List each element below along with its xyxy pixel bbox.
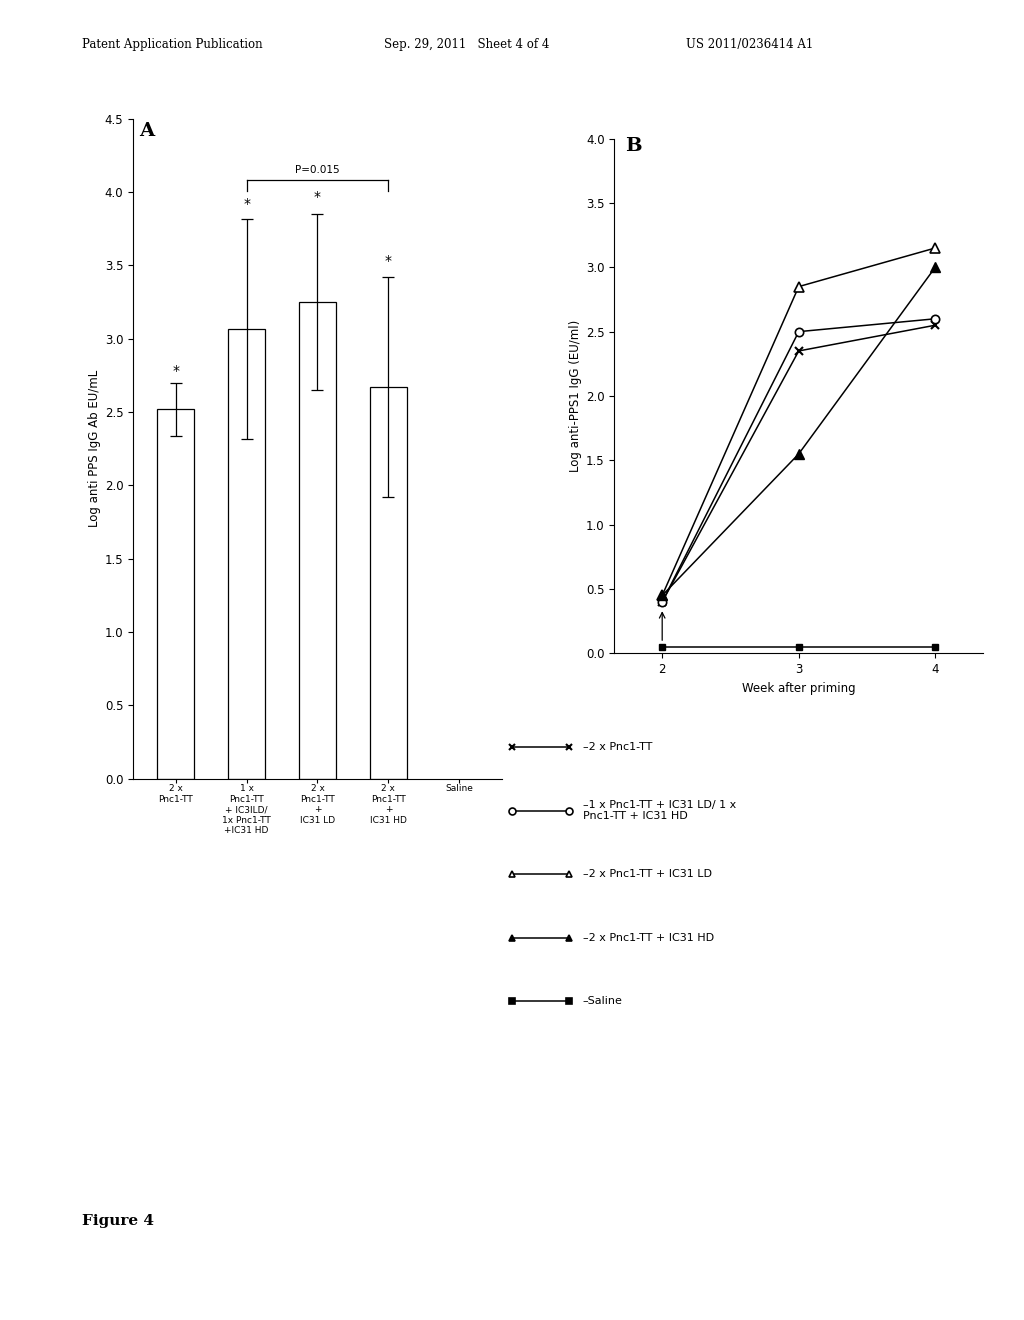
Bar: [299, 302, 336, 779]
Text: –2 x Pnc1-TT + IC31 HD: –2 x Pnc1-TT + IC31 HD: [583, 933, 714, 942]
Text: US 2011/0236414 A1: US 2011/0236414 A1: [686, 38, 813, 51]
Text: *: *: [243, 197, 250, 211]
Text: *: *: [385, 255, 392, 268]
Bar: [158, 409, 195, 779]
Text: B: B: [626, 137, 642, 156]
Text: –2 x Pnc1-TT: –2 x Pnc1-TT: [583, 742, 652, 752]
Bar: [370, 387, 407, 779]
Text: Figure 4: Figure 4: [82, 1214, 154, 1228]
Text: –2 x Pnc1-TT + IC31 LD: –2 x Pnc1-TT + IC31 LD: [583, 869, 712, 879]
Y-axis label: Log anti-PPS1 IgG (EU/ml): Log anti-PPS1 IgG (EU/ml): [569, 319, 582, 473]
Text: Patent Application Publication: Patent Application Publication: [82, 38, 262, 51]
Text: –Saline: –Saline: [583, 997, 623, 1006]
Text: –1 x Pnc1-TT + IC31 LD/ 1 x
Pnc1-TT + IC31 HD: –1 x Pnc1-TT + IC31 LD/ 1 x Pnc1-TT + IC…: [583, 800, 736, 821]
Text: Sep. 29, 2011   Sheet 4 of 4: Sep. 29, 2011 Sheet 4 of 4: [384, 38, 549, 51]
Y-axis label: Log anti PPS IgG Ab EU/mL: Log anti PPS IgG Ab EU/mL: [88, 370, 100, 528]
Text: *: *: [172, 364, 179, 379]
Bar: [228, 329, 265, 779]
X-axis label: Week after priming: Week after priming: [742, 681, 855, 694]
Text: A: A: [139, 123, 154, 140]
Text: *: *: [314, 190, 321, 203]
Text: P=0.015: P=0.015: [295, 165, 340, 174]
